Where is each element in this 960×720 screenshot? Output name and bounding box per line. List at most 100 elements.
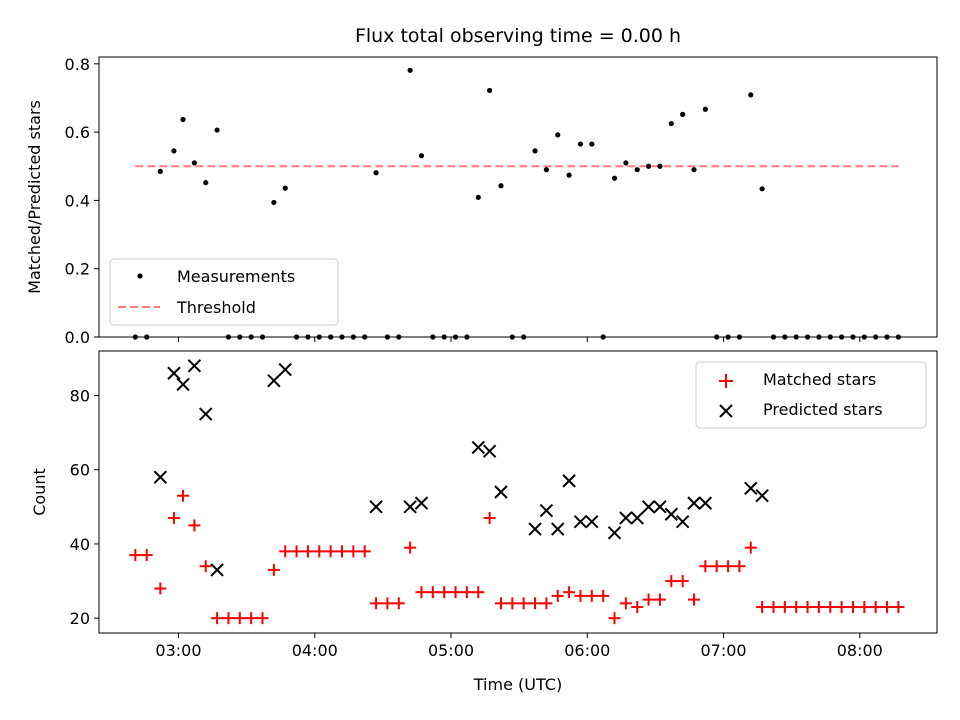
predicted-star-point bbox=[744, 481, 758, 495]
measurement-point bbox=[271, 199, 277, 206]
matched-star-point bbox=[608, 612, 621, 625]
predicted-star-stroke-b bbox=[482, 444, 497, 458]
predicted-star-point bbox=[494, 485, 508, 499]
matched-star-point bbox=[256, 612, 269, 625]
predicted-star-stroke-b bbox=[210, 563, 224, 577]
matched-star-point bbox=[449, 586, 462, 599]
bottom-legend-box bbox=[695, 361, 927, 429]
measurement-point bbox=[203, 180, 209, 186]
bottom-plot-frame bbox=[98, 350, 938, 634]
predicted-star-point bbox=[167, 366, 181, 380]
predicted-star-point bbox=[573, 514, 588, 529]
measurement-point bbox=[498, 183, 504, 189]
predicted-star-point bbox=[551, 522, 565, 536]
predicted-star-point bbox=[755, 489, 769, 503]
measurement-point bbox=[418, 153, 425, 159]
predicted-star-point bbox=[664, 507, 678, 521]
measurement-point bbox=[373, 170, 379, 176]
matched-star-point bbox=[358, 545, 371, 558]
legend-predicted-marker bbox=[719, 404, 733, 418]
predicted-star-point bbox=[687, 496, 701, 510]
matched-star-point bbox=[415, 586, 428, 599]
predicted-star-point bbox=[153, 470, 168, 484]
predicted-star-stroke-b bbox=[664, 507, 678, 521]
predicted-star-stroke-b bbox=[167, 366, 181, 380]
matched-star-point bbox=[881, 601, 894, 614]
measurement-point bbox=[634, 167, 640, 173]
measurement-point bbox=[180, 116, 186, 123]
matched-star-point bbox=[563, 586, 576, 599]
predicted-star-stroke-b bbox=[494, 485, 508, 499]
matched-star-point bbox=[313, 545, 326, 558]
measurement-point bbox=[680, 111, 686, 117]
measurement-point bbox=[657, 163, 663, 169]
matched-star-point bbox=[267, 563, 280, 576]
matched-star-point bbox=[733, 560, 746, 573]
top-y-tick-label: 0.6 bbox=[65, 123, 90, 142]
legend-threshold-label: Threshold bbox=[176, 298, 256, 317]
bottom-x-tick-label: 08:00 bbox=[837, 641, 883, 660]
top-y-tick-label: 0.0 bbox=[65, 328, 90, 347]
measurement-point bbox=[475, 194, 481, 200]
measurement-point bbox=[157, 168, 163, 174]
predicted-star-point bbox=[619, 511, 633, 525]
predicted-star-point bbox=[414, 496, 429, 510]
predicted-star-point bbox=[585, 514, 599, 529]
predicted-star-stroke-b bbox=[176, 377, 190, 392]
matched-star-point bbox=[290, 545, 303, 558]
matched-star-point bbox=[778, 601, 791, 614]
matched-star-point bbox=[722, 560, 735, 573]
bottom-x-tick-label: 05:00 bbox=[428, 641, 474, 660]
legend-matched-label: Matched stars bbox=[763, 370, 876, 389]
predicted-star-stroke-b bbox=[551, 522, 565, 536]
predicted-star-point bbox=[641, 500, 656, 514]
predicted-star-point bbox=[403, 500, 417, 514]
predicted-star-point bbox=[210, 563, 224, 577]
matched-star-point bbox=[858, 601, 871, 614]
top-plot-area: 0.0 0.2 0.4 0.6 0.8 bbox=[65, 55, 901, 347]
bottom-y-axis-label: Count bbox=[30, 468, 49, 516]
matched-star-point bbox=[129, 549, 142, 562]
matched-star-point bbox=[211, 612, 224, 625]
predicted-star-stroke-b bbox=[744, 481, 758, 495]
top-y-axis-label: Matched/Predicted stars bbox=[25, 100, 44, 294]
bottom-x-tick-label: 07:00 bbox=[700, 641, 746, 660]
matched-star-point bbox=[892, 601, 905, 614]
measurement-point bbox=[702, 106, 708, 112]
matched-star-point bbox=[472, 586, 485, 599]
matched-star-point bbox=[460, 586, 473, 599]
matched-star-point bbox=[574, 589, 587, 602]
predicted-star-stroke-b bbox=[187, 359, 202, 373]
predicted-star-point bbox=[607, 526, 622, 540]
predicted-star-stroke-b bbox=[630, 511, 644, 525]
predicted-star-stroke-b bbox=[675, 514, 690, 529]
legend-measurements-label: Measurements bbox=[177, 267, 295, 286]
predicted-star-stroke-b bbox=[153, 470, 168, 484]
matched-star-point bbox=[335, 545, 348, 558]
bottom-x-tick-label: 03:00 bbox=[155, 641, 201, 660]
predicted-star-point bbox=[653, 500, 667, 514]
matched-star-point bbox=[426, 586, 439, 599]
top-y-tick-label: 0.8 bbox=[65, 55, 90, 74]
matched-star-point bbox=[688, 593, 701, 606]
bottom-y-tick-label: 40 bbox=[70, 535, 90, 554]
measurement-point bbox=[759, 186, 765, 192]
matched-star-point bbox=[790, 601, 803, 614]
predicted-star-point bbox=[539, 503, 554, 518]
bottom-plot-area: 20 40 60 80 03:00 04:00 05:00 06:00 07:00 08:00 bbox=[70, 359, 905, 660]
matched-star-point bbox=[767, 601, 780, 614]
matched-star-point bbox=[597, 589, 610, 602]
matched-star-point bbox=[812, 601, 825, 614]
matched-star-point bbox=[347, 545, 360, 558]
measurement-point bbox=[623, 160, 629, 166]
matched-star-point bbox=[233, 612, 246, 625]
matched-star-point bbox=[676, 575, 689, 588]
matched-star-point bbox=[167, 511, 180, 524]
legend-predicted-label: Predicted stars bbox=[763, 400, 883, 419]
matched-star-point bbox=[506, 597, 519, 610]
bottom-y-tick-label: 20 bbox=[70, 609, 90, 628]
bottom-legend: Matched stars Predicted stars bbox=[695, 361, 927, 429]
matched-star-point bbox=[370, 597, 383, 610]
matched-star-point bbox=[631, 601, 644, 614]
